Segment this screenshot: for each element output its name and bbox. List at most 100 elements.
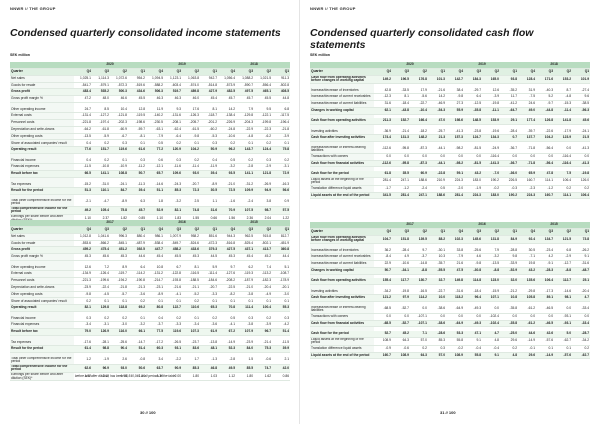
cell-value: -28.4 <box>500 128 519 136</box>
cell-value: -549.7 <box>164 240 183 248</box>
cell-value: -52.7 <box>392 305 410 314</box>
cell-value: 59.1 <box>446 170 465 178</box>
cell-value: -502.8 <box>272 82 291 90</box>
cell-value: -188.5 <box>182 277 201 285</box>
cell-value: -11.1 <box>482 107 501 115</box>
table-row: Financial expenses -3.4 -3.1 -3.0 -3.2 -3.7 -3… <box>10 321 291 330</box>
cell-value: 915.8 <box>254 233 273 241</box>
cell-value: -9.8 <box>464 260 483 268</box>
cell-value: -36.7 <box>500 160 519 168</box>
cell-value: 497.5 <box>236 88 255 97</box>
spacer-cell <box>10 335 74 340</box>
cell-value: -3.0 <box>272 291 291 299</box>
cell-value: 183.0 <box>482 192 501 200</box>
cell-value: -3.6 <box>200 321 219 330</box>
cell-value: -117.5 <box>272 112 291 121</box>
spacer-cell <box>74 311 291 316</box>
cell-value: 0.1 <box>146 297 165 306</box>
cell-value: -4.1 <box>218 321 237 330</box>
cell-value: -59.7 <box>128 126 147 134</box>
cell-value: 996.3 <box>110 233 128 241</box>
cell-value: 75.8 <box>110 206 128 215</box>
spacer-row <box>310 166 591 171</box>
cell-value: -214.7 <box>146 277 165 285</box>
cell-value: 121.8 <box>254 170 273 178</box>
cell-value: 0.2 <box>182 157 201 165</box>
cell-value: 188.6 <box>428 192 447 200</box>
cell-value: -197.4 <box>92 119 110 127</box>
cell-value: -62.4 <box>164 126 183 134</box>
cell-value: 93.8 <box>500 75 519 84</box>
cell-value: 911.3 <box>272 75 291 83</box>
cell-value: 0.2 <box>110 315 128 323</box>
cell-value: -8.4 <box>374 253 392 262</box>
table-row: Share of associated companies' result 0.2… <box>10 297 291 306</box>
cell-value: 118.2 <box>446 294 465 303</box>
row-label: Tax expenses <box>10 339 74 347</box>
cell-value: -8.8 <box>410 267 428 275</box>
cell-value: 0.1 <box>110 157 128 165</box>
cell-value: 281.4 <box>446 192 465 200</box>
table-row: Cash flow from financial activities -68.5… <box>310 320 591 328</box>
cell-value: 224.3 <box>518 192 537 200</box>
cell-value: 43.2 <box>518 267 537 275</box>
corner-cell <box>310 62 374 69</box>
cell-value: 1,041.6 <box>92 233 110 241</box>
cell-value: -71.8 <box>518 145 537 154</box>
cell-value: -5.7 <box>110 291 128 299</box>
cell-value: -603.4 <box>164 82 183 90</box>
cell-value: -22.6 <box>536 128 555 136</box>
cell-value: 102.3 <box>446 235 465 244</box>
cell-value: -134.9 <box>74 270 92 279</box>
cell-value: 45.3 <box>218 253 237 261</box>
table-row: Translation difference liquid assets -0.9… <box>310 345 591 353</box>
cell-value: -2.8 <box>236 163 255 172</box>
cell-value: 7.4 <box>254 264 273 272</box>
cell-value: 129.8 <box>92 304 110 313</box>
cell-value: 107.5 <box>236 206 255 215</box>
cell-value: 98.1 <box>554 294 573 303</box>
cell-value: -44.1 <box>428 145 447 154</box>
cell-value: 5.0 <box>554 330 573 338</box>
row-label: Changes in working capital <box>310 267 374 275</box>
quarter-header: Q1 <box>500 68 519 76</box>
cell-value: -141.3 <box>482 160 501 168</box>
row-label: Increase/decrease of current liabilities <box>310 260 374 268</box>
cell-value: -41.3 <box>572 160 591 168</box>
cell-value: 1.80 <box>182 372 201 382</box>
row-label: Investing activities <box>310 288 374 296</box>
cell-value: 4.7 <box>572 294 591 303</box>
cell-value: 3.8 <box>254 198 273 207</box>
cell-value: 519.7 <box>164 88 183 97</box>
cell-value: 226.5 <box>500 177 519 186</box>
cell-value: 392.5 <box>128 246 147 255</box>
cell-value: -21.3 <box>128 284 147 292</box>
cell-value: 82.1 <box>74 304 92 313</box>
cell-value: -122.8 <box>164 270 183 279</box>
cell-value: 90.9 <box>164 364 183 373</box>
cell-value: 1,007.9 <box>164 233 183 241</box>
cell-value: -3.1 <box>92 321 110 330</box>
cell-value: 96.2 <box>218 146 237 155</box>
cell-value: -11.5 <box>272 339 291 347</box>
cell-value: 4.9 <box>392 253 410 262</box>
table-row: Total comprehensive income for the perio… <box>10 206 291 215</box>
cell-value: 22.9 <box>374 260 392 268</box>
spacer-row <box>310 301 591 306</box>
cell-value: -33.9 <box>500 260 519 268</box>
cell-value: 109.9 <box>236 187 255 196</box>
quarter-row: Quarter Q4 Q3 Q2 Q1 Q4 Q3 Q2 Q1 Q4 Q3 Q2 Q1 <box>310 68 591 76</box>
row-label: Changes in working capital <box>310 107 374 115</box>
table-row: Result for the period 61.4 98.8 90.4 51.4 60.… <box>10 345 291 354</box>
row-label: Financial expenses <box>10 321 74 330</box>
quarter-header: Q1 <box>500 228 519 236</box>
quarter-header: Q4 <box>218 226 237 234</box>
cell-value: 84.0 <box>236 345 255 354</box>
table-row: Share of associated companies' result 0.4… <box>10 139 291 148</box>
cell-value: 0.2 <box>254 315 273 323</box>
cell-value: -119.3 <box>236 270 255 279</box>
cell-value: 45.4 <box>236 253 255 261</box>
cell-value: -10.6 <box>218 133 237 141</box>
cell-value: 126.8 <box>536 118 555 125</box>
row-label: Liquid assets at the beginning of the pe… <box>310 337 374 346</box>
